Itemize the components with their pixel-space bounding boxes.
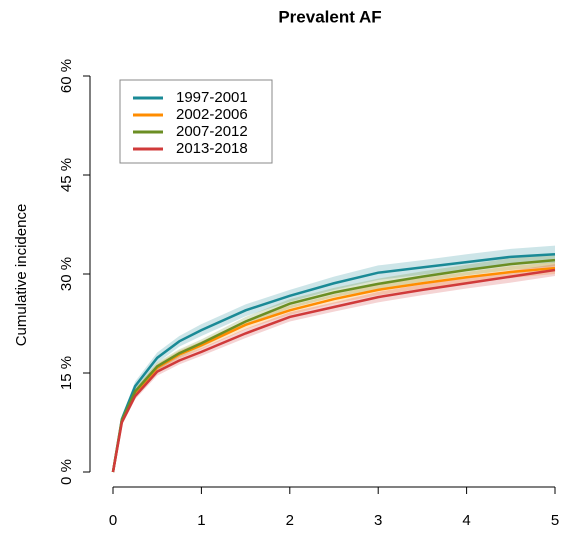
- x-tick-label: 3: [374, 512, 382, 529]
- series-line: [111, 268, 556, 473]
- y-tick-label: 60 %: [58, 59, 75, 93]
- series-line: [111, 266, 556, 473]
- legend-label: 1997-2001: [176, 89, 248, 106]
- y-tick-label: 30 %: [58, 257, 75, 291]
- legend-label: 2013-2018: [176, 140, 248, 157]
- series-line: [111, 258, 556, 473]
- confidence-band: [113, 264, 555, 472]
- x-tick-label: 2: [286, 512, 294, 529]
- x-tick-label: 4: [462, 512, 470, 529]
- y-axis-label: Cumulative incidence: [13, 204, 30, 347]
- y-tick-label: 45 %: [58, 158, 75, 192]
- chart-title: Prevalent AF: [278, 7, 381, 26]
- y-tick-label: 0 %: [58, 459, 75, 485]
- x-tick-label: 1: [197, 512, 205, 529]
- x-tick-label: 5: [551, 512, 559, 529]
- y-tick-label: 15 %: [58, 356, 75, 390]
- series-line: [111, 252, 556, 473]
- x-tick-label: 0: [109, 512, 117, 529]
- legend-label: 2007-2012: [176, 123, 248, 140]
- legend-label: 2002-2006: [176, 106, 248, 123]
